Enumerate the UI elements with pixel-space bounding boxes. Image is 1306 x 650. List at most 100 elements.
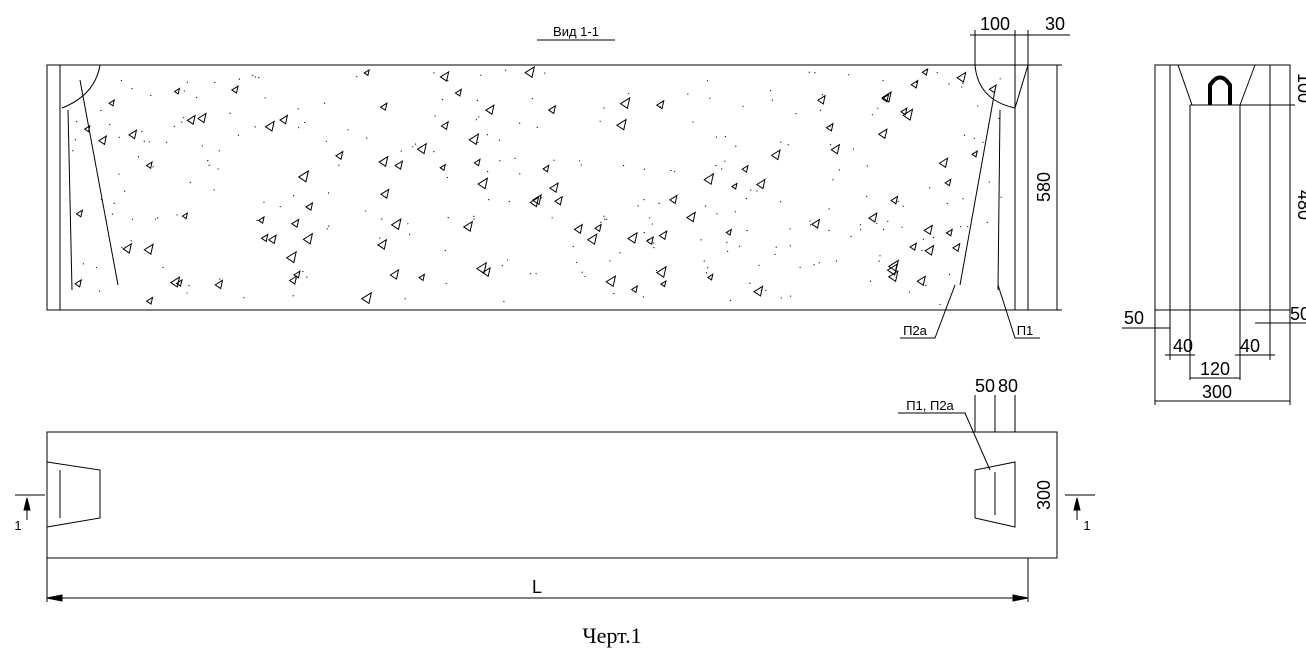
aggregate [658, 229, 668, 241]
aggregate-dot [652, 242, 654, 244]
aggregate-dot [293, 195, 295, 197]
aggregate [418, 273, 426, 282]
aggregate-dot [749, 282, 751, 284]
aggregate [531, 193, 542, 206]
aggregate-dot [304, 121, 306, 124]
aggregate-dot [922, 238, 925, 240]
aggregate-dot [787, 144, 789, 146]
aggregate-dot [444, 249, 446, 252]
aggregate-dot [852, 148, 855, 150]
aggregate-dot [770, 90, 772, 92]
aggregate-dot [404, 298, 406, 300]
aggregate-dot [188, 285, 190, 287]
aggregate-dot [876, 222, 878, 225]
aggregate-dot [578, 160, 580, 162]
aggregate-dot [605, 218, 607, 221]
aggregate-dot [412, 146, 414, 148]
aggregate-dot [572, 245, 574, 248]
aggregate-dot [447, 79, 449, 82]
aggregate-dot [998, 117, 1000, 119]
aggregate-dot [779, 201, 782, 203]
aggregate-dot [877, 107, 879, 109]
aggregate-dot [828, 208, 830, 210]
aggregate [586, 233, 598, 246]
aggregate [547, 104, 557, 115]
aggregate [279, 114, 289, 125]
aggregate-dot [988, 181, 990, 183]
aggregate-dot [323, 102, 326, 104]
aggregate-dot [799, 266, 801, 269]
aggregate [868, 212, 878, 223]
aggregate-dot [95, 266, 98, 269]
aggregate-dot [201, 145, 203, 147]
aggregate-dot [901, 226, 903, 228]
aggregate-dot [609, 260, 611, 262]
aggregate-dot [771, 99, 773, 101]
aggregate [816, 94, 826, 105]
aggregate-dot [829, 125, 831, 127]
aggregate [264, 120, 275, 132]
aggregate [971, 149, 979, 158]
aggregate-dot [433, 151, 435, 153]
aggregate-dot [830, 144, 832, 146]
aggregate [477, 177, 489, 190]
dimension: 480 [1294, 190, 1306, 220]
aggregate [485, 104, 495, 116]
aggregate-dot [643, 232, 645, 234]
aggregate-dot [486, 171, 489, 173]
aggregate-dot [649, 217, 651, 219]
aggregate-dot [850, 235, 852, 237]
aggregate-dot [724, 160, 726, 162]
aggregate-dot [208, 164, 210, 166]
aggregate-dot [726, 241, 728, 244]
dimension: 80 [998, 376, 1018, 396]
aggregate-dot [746, 229, 748, 232]
aggregate-dot [575, 261, 578, 264]
aggregate-dot [196, 96, 198, 99]
label: П1, П2а [906, 398, 954, 413]
aggregate [825, 122, 834, 132]
aggregate-dot [670, 169, 672, 172]
aggregate [755, 178, 766, 190]
aggregate-dot [82, 263, 84, 265]
aggregate-dot [292, 295, 294, 297]
aggregate-dot [258, 77, 260, 79]
aggregate [143, 243, 154, 255]
aggregate-dot [297, 108, 299, 110]
aggregate-dot [643, 199, 645, 201]
aggregate-dot [529, 273, 531, 275]
aggregate-dot [531, 98, 533, 100]
aggregate-dot [113, 202, 115, 204]
aggregate [706, 273, 714, 281]
aggregate-dot [217, 168, 219, 170]
aggregate [439, 70, 450, 82]
aggregate-dot [750, 189, 752, 191]
aggregate-dot [707, 267, 709, 269]
aggregate-dot [553, 159, 555, 161]
section-mark: 1 [14, 518, 21, 533]
aggregate-dot [651, 223, 653, 225]
aggregate [770, 149, 781, 161]
aggregate [169, 276, 181, 288]
aggregate-dot [963, 134, 966, 136]
aggregate-dot [581, 271, 583, 273]
aggregate [128, 129, 138, 140]
aggregate-dot [111, 213, 114, 215]
aggregate-dot [622, 164, 625, 167]
aggregate-dot [705, 272, 708, 274]
aggregate-dot [887, 220, 889, 222]
aggregate [924, 244, 935, 256]
aggregate [703, 172, 715, 186]
aggregate [454, 88, 463, 97]
aggregate-dot [302, 270, 304, 273]
aggregate-dot [508, 200, 510, 203]
aggregate [655, 99, 665, 110]
aggregate-dot [540, 197, 542, 199]
aggregate [594, 223, 602, 233]
aggregate-dot [130, 240, 132, 242]
aggregate-dot [218, 150, 220, 152]
aggregate [554, 195, 563, 206]
aggregate-dot [433, 72, 435, 74]
aggregate-dot [473, 215, 475, 217]
aggregate-dot [813, 264, 815, 266]
